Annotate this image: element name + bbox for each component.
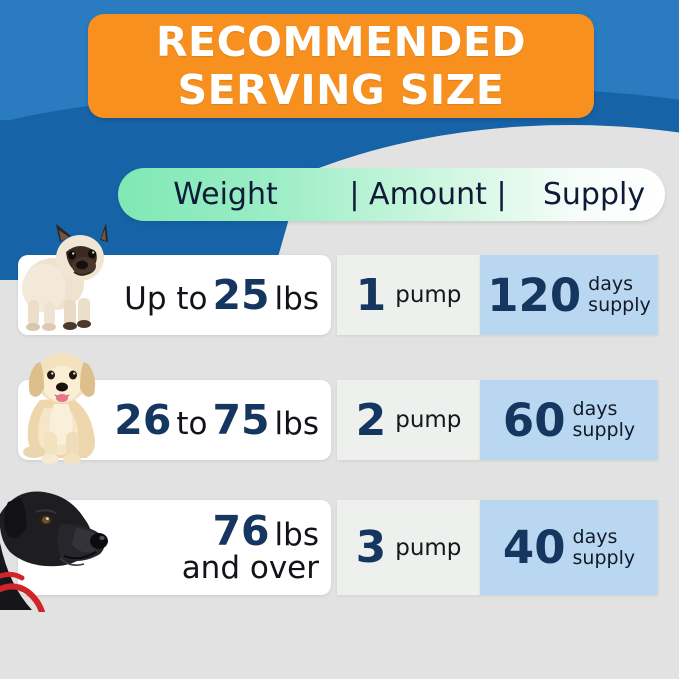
recommended-serving-size-banner: RECOMMENDED SERVING SIZE bbox=[88, 14, 594, 118]
weight-range-start: 26 bbox=[114, 395, 172, 444]
amount-number: 2 bbox=[355, 394, 387, 446]
supply-unit: days supply bbox=[573, 399, 636, 441]
amount-cell: 2 pump bbox=[337, 380, 480, 460]
supply-unit-line-2: supply bbox=[588, 294, 651, 316]
weight-second-line: and over bbox=[181, 549, 319, 586]
weight-cell: 76 lbs and over bbox=[18, 500, 331, 595]
amount-number: 1 bbox=[355, 269, 387, 321]
supply-unit-line-2: supply bbox=[572, 419, 636, 441]
table-row: 26 to 75 lbs 2 pump 60 days supply bbox=[18, 380, 658, 460]
banner-line-1: RECOMMENDED bbox=[155, 18, 526, 66]
weight-unit: lbs bbox=[274, 516, 319, 553]
header-amount-label: | Amount | bbox=[349, 177, 507, 212]
supply-number: 120 bbox=[487, 268, 582, 322]
weight-text: Up to 25 lbs bbox=[124, 270, 319, 319]
amount-unit: pump bbox=[395, 282, 462, 308]
weight-range-join: to bbox=[176, 405, 208, 442]
weight-unit: lbs bbox=[274, 405, 319, 442]
supply-unit-line-2: supply bbox=[572, 546, 636, 569]
supply-cell: 40 days supply bbox=[480, 500, 658, 595]
supply-unit-line-1: days bbox=[572, 398, 618, 420]
amount-unit: pump bbox=[395, 534, 462, 561]
header-weight-label: Weight bbox=[173, 177, 278, 212]
supply-cell: 120 days supply bbox=[480, 255, 658, 335]
weight-cell: 26 to 75 lbs bbox=[18, 380, 331, 460]
weight-cell: Up to 25 lbs bbox=[18, 255, 331, 335]
supply-unit: days supply bbox=[572, 525, 636, 569]
weight-text: 76 lbs and over bbox=[181, 506, 319, 586]
amount-unit: pump bbox=[395, 407, 462, 433]
weight-number: 25 bbox=[212, 270, 270, 319]
amount-cell: 3 pump bbox=[337, 500, 480, 595]
header-supply-label: Supply bbox=[542, 177, 646, 212]
table-row: 76 lbs and over 3 pump 40 days supply bbox=[18, 500, 658, 595]
supply-number: 40 bbox=[502, 521, 566, 574]
weight-prefix: Up to bbox=[124, 280, 208, 317]
supply-number: 60 bbox=[502, 393, 566, 447]
weight-unit: lbs bbox=[274, 280, 319, 317]
amount-number: 3 bbox=[355, 522, 387, 573]
supply-unit-line-1: days bbox=[588, 273, 634, 295]
table-header: Weight | Amount | Supply bbox=[118, 168, 665, 221]
supply-unit-line-1: days bbox=[572, 525, 618, 548]
weight-number: 76 bbox=[212, 506, 270, 555]
weight-text: 26 to 75 lbs bbox=[114, 395, 319, 444]
weight-number: 75 bbox=[212, 395, 270, 444]
banner-line-2: SERVING SIZE bbox=[177, 66, 505, 114]
supply-cell: 60 days supply bbox=[480, 380, 658, 460]
table-row: Up to 25 lbs 1 pump 120 days supply bbox=[18, 255, 658, 335]
amount-cell: 1 pump bbox=[337, 255, 480, 335]
supply-unit: days supply bbox=[588, 274, 651, 316]
